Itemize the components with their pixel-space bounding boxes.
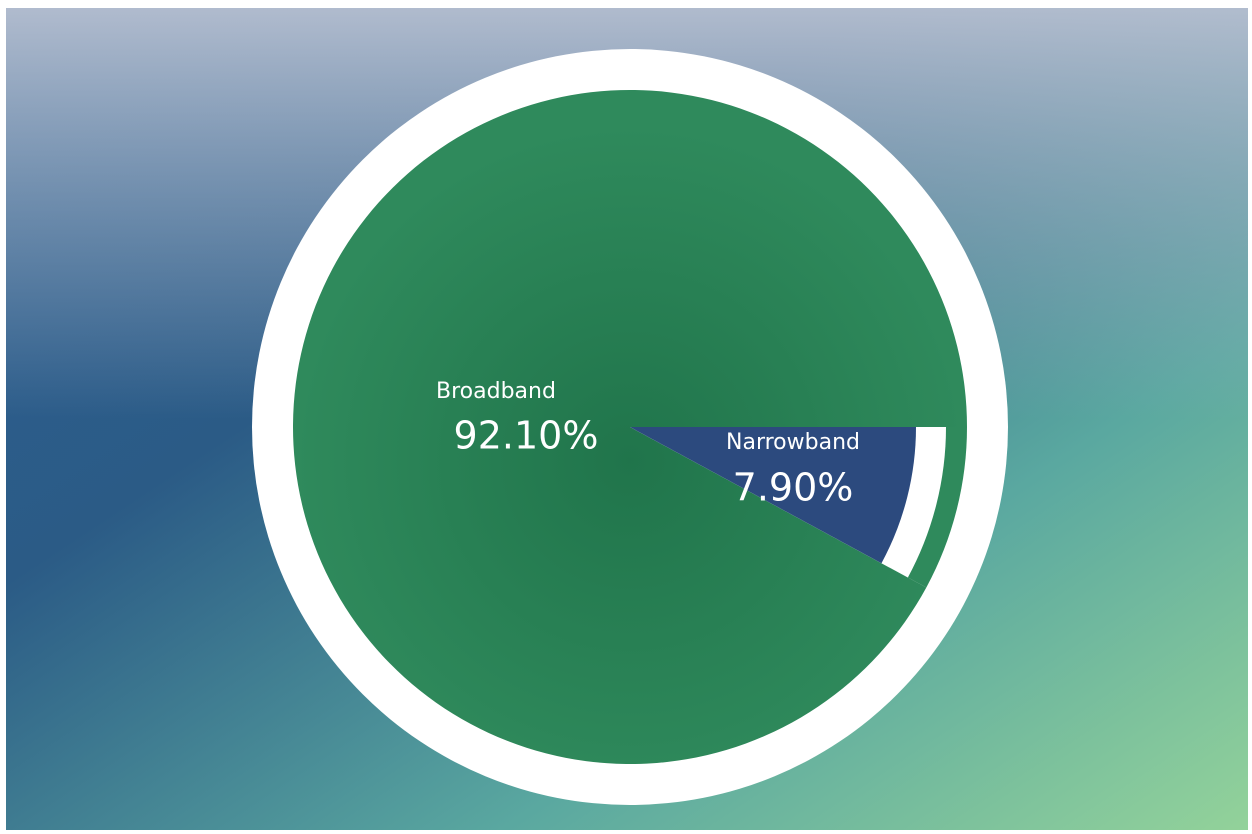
slice-label: Narrowband: [726, 430, 860, 455]
slice-label: Broadband: [436, 379, 556, 404]
slice-value-label: 92.10%: [454, 414, 599, 458]
slice-shade: [293, 90, 967, 764]
slice-value-label: 7.90%: [733, 466, 854, 510]
pie: [252, 49, 1008, 805]
page: Broadband 92.10% Narrowband 7.90% (() =>…: [0, 0, 1252, 834]
chart: Broadband 92.10% Narrowband 7.90%: [0, 0, 1252, 834]
